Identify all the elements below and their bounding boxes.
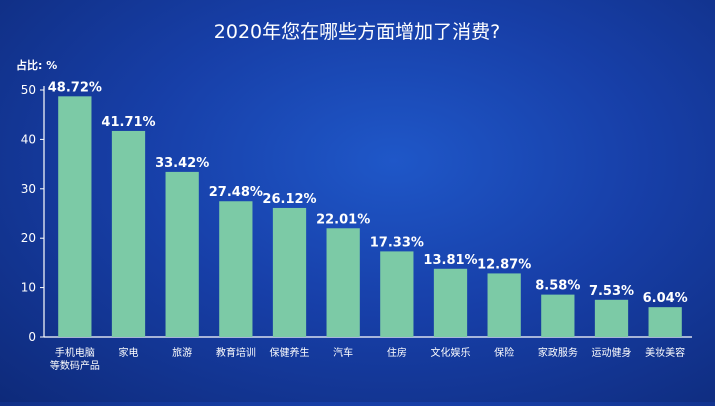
data-label: 7.53%: [589, 284, 634, 299]
data-label: 26.12%: [262, 192, 316, 207]
bar: [487, 273, 521, 337]
x-tick-label: 保险: [494, 346, 514, 359]
y-ticks: 0 10 20 30 40 50: [21, 83, 44, 344]
x-tick-label: 保健养生: [270, 346, 310, 359]
data-label: 48.72%: [48, 80, 102, 95]
y-tick-label: 20: [21, 231, 36, 245]
x-tick-label: 家政服务: [538, 346, 578, 359]
data-label: 12.87%: [477, 257, 531, 272]
data-label: 27.48%: [209, 185, 263, 200]
x-tick-label: 文化娱乐: [431, 346, 471, 359]
bar: [326, 228, 360, 337]
data-label: 17.33%: [370, 235, 424, 250]
chart-title: 2020年您在哪些方面增加了消费?: [214, 21, 500, 43]
bar: [380, 251, 414, 337]
x-tick-label: 美妆美容: [645, 346, 685, 359]
y-tick-label: 30: [21, 182, 36, 196]
data-label: 8.58%: [535, 279, 580, 294]
x-tick-label: 家电: [119, 346, 139, 359]
category-labels: 手机电脑等数码产品 家电 旅游 教育培训 保健养生 汽车 住房 文化娱乐 保险 家政服务 运动健身美…: [50, 346, 685, 372]
x-tick-label: 住房: [387, 346, 407, 359]
bar: [272, 207, 307, 337]
bar: [433, 268, 468, 337]
y-tick-label: 50: [21, 83, 36, 97]
bar: [111, 130, 146, 337]
x-tick-label: 汽车: [333, 346, 353, 359]
y-tick-label: 40: [21, 132, 36, 146]
bar: [594, 299, 629, 337]
data-label: 6.04%: [643, 291, 688, 306]
data-label: 22.01%: [316, 212, 370, 227]
bar: [541, 294, 575, 337]
x-tick-label: 旅游: [172, 346, 192, 359]
x-tick-label: 手机电脑: [55, 346, 95, 359]
bar: [648, 307, 682, 337]
data-label: 33.42%: [155, 156, 209, 171]
bar: [165, 171, 199, 337]
data-label: 13.81%: [423, 253, 477, 268]
y-tick-label: 0: [28, 330, 36, 344]
x-tick-label: 运动健身: [592, 346, 632, 359]
bar: [219, 201, 253, 337]
x-tick-label: 教育培训: [216, 346, 256, 359]
x-tick-label: 等数码产品: [50, 359, 100, 372]
value-labels: 48.72% 41.71% 33.42%27.48% 26.12%22.01%17.3…: [48, 80, 688, 306]
bars: [58, 96, 682, 337]
y-tick-label: 10: [21, 281, 36, 295]
y-axis-label: 占比: %: [16, 58, 57, 72]
data-label: 41.71%: [101, 115, 155, 130]
bar: [58, 96, 92, 337]
